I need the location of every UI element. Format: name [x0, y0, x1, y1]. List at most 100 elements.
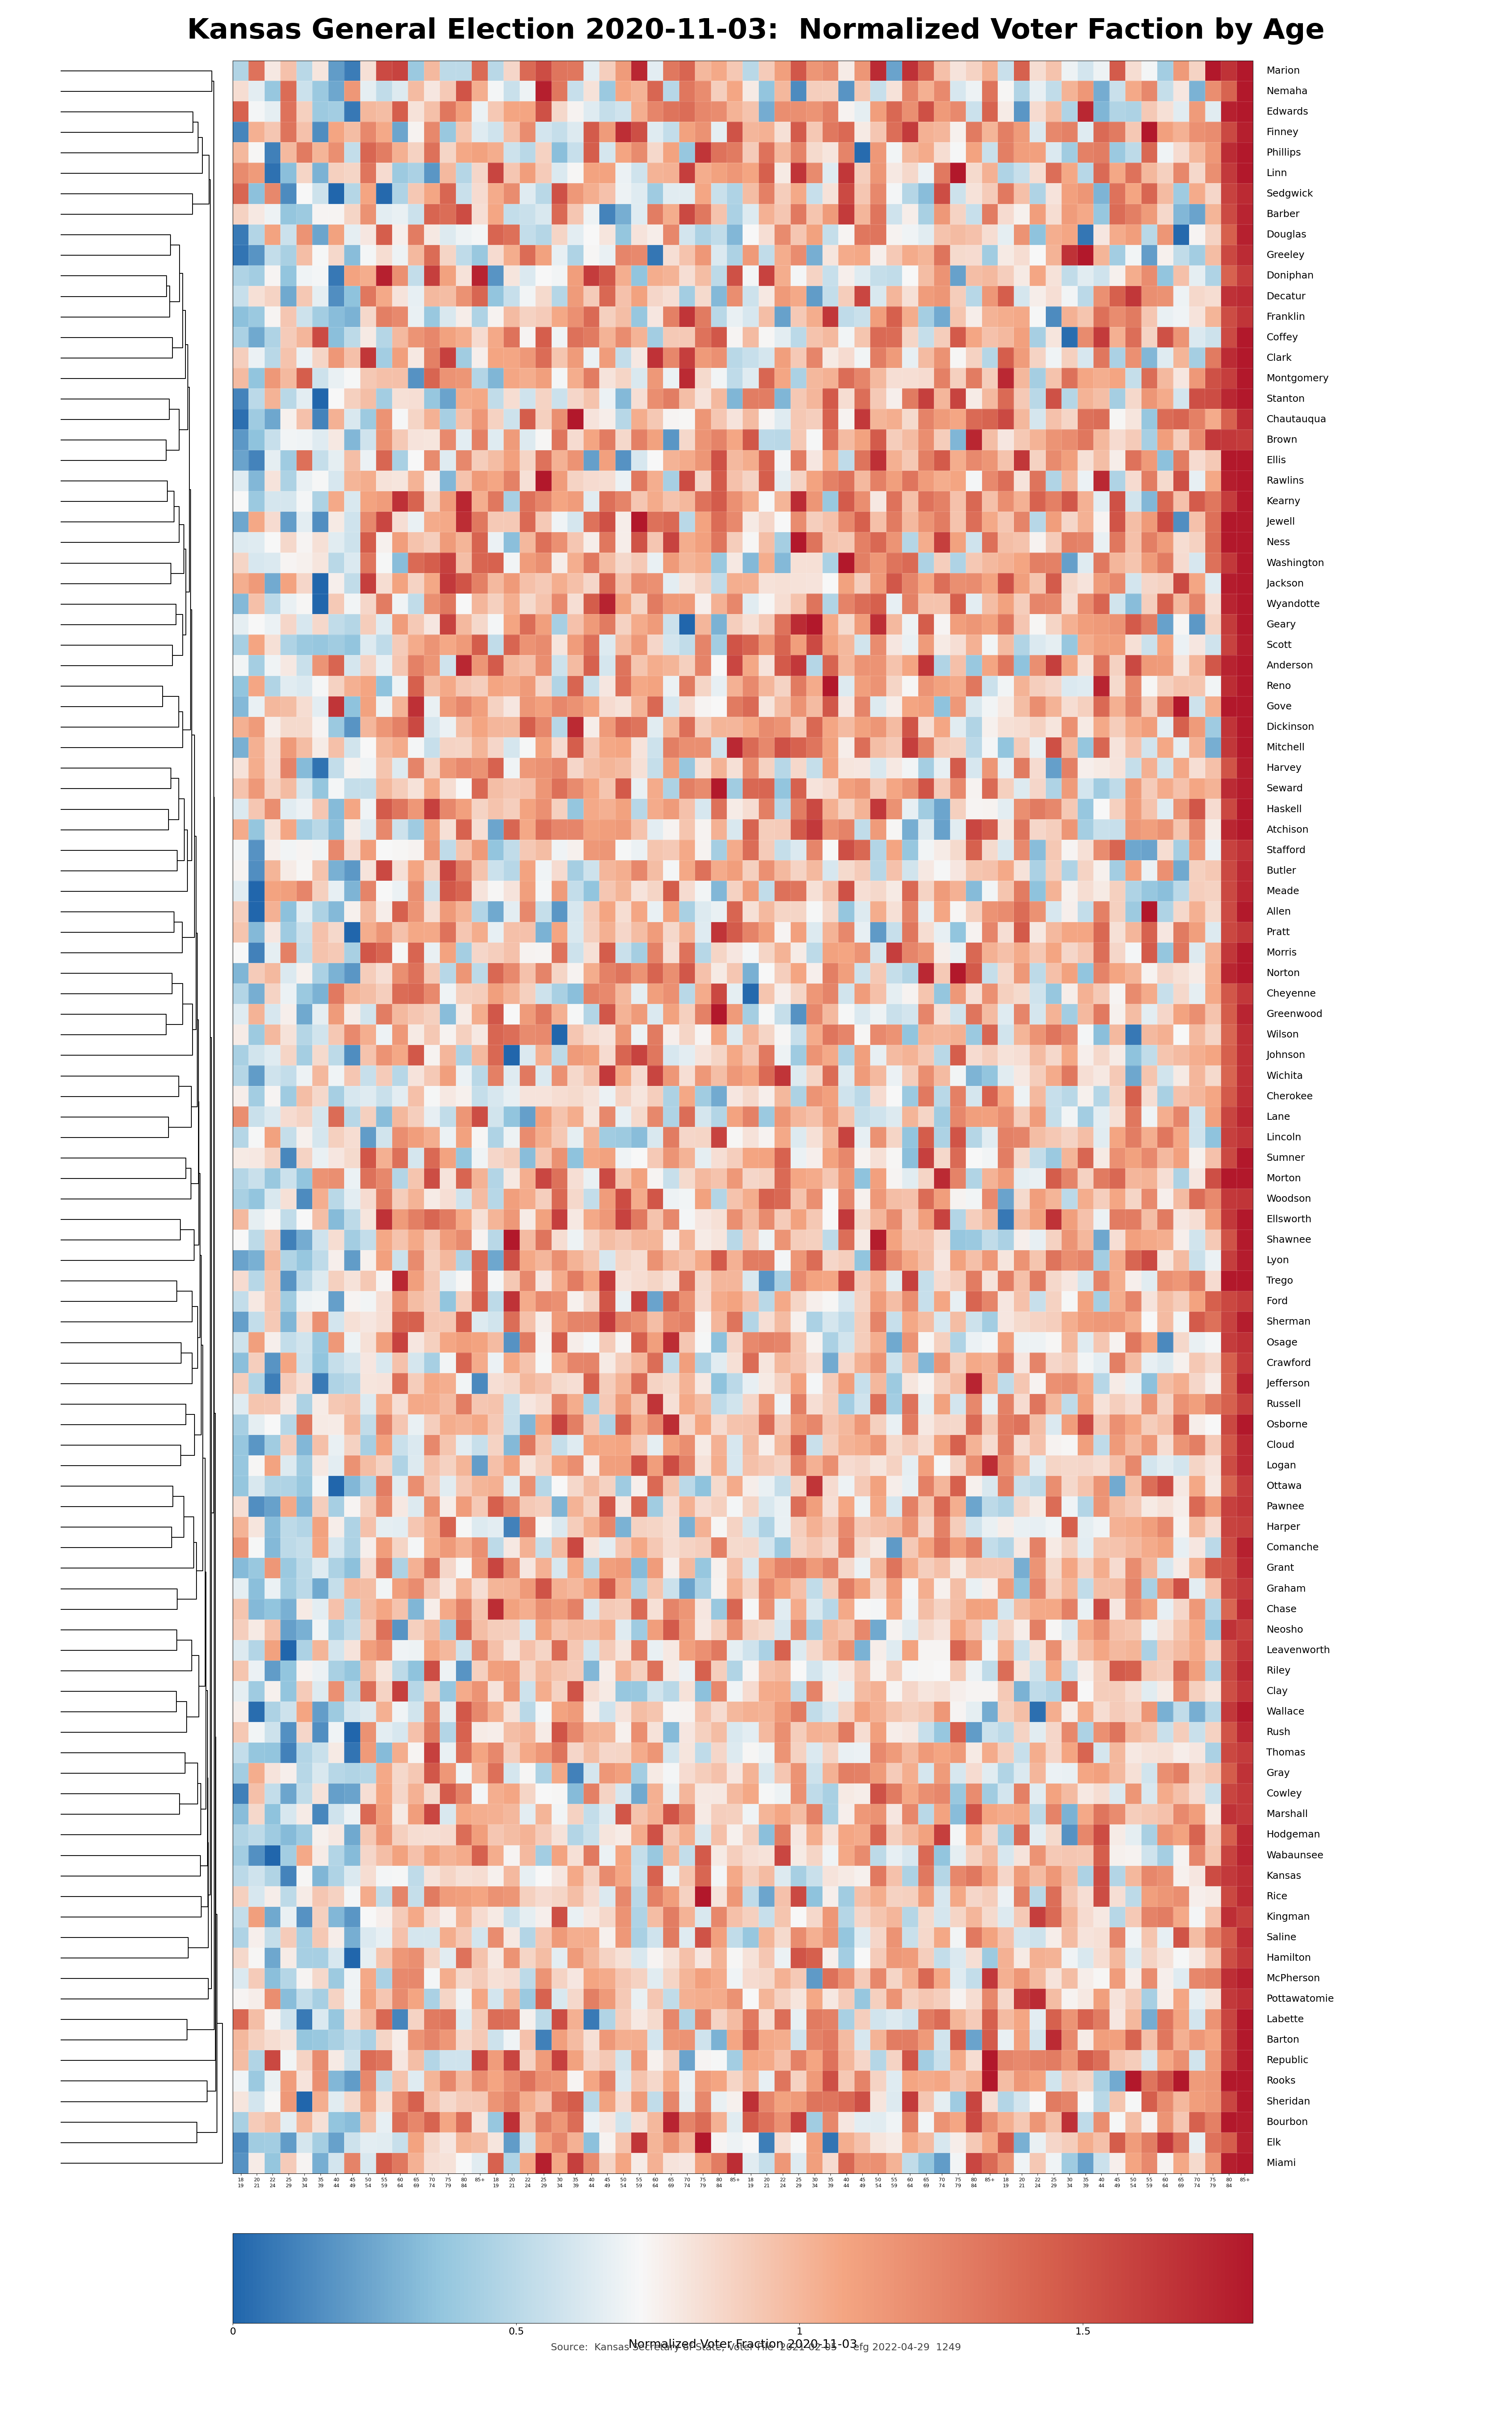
Text: Sumner: Sumner [1267, 1154, 1305, 1162]
Text: Haskell: Haskell [1267, 803, 1302, 813]
Text: Ellis: Ellis [1267, 455, 1287, 465]
Text: Marshall: Marshall [1267, 1810, 1308, 1820]
Text: Neosho: Neosho [1267, 1624, 1303, 1633]
Text: Wallace: Wallace [1267, 1706, 1305, 1716]
Text: Jackson: Jackson [1267, 578, 1303, 588]
Text: Sherman: Sherman [1267, 1316, 1311, 1326]
Text: Trego: Trego [1267, 1275, 1293, 1285]
Text: Ellsworth: Ellsworth [1267, 1215, 1311, 1225]
Text: Marion: Marion [1267, 65, 1300, 75]
Text: Mitchell: Mitchell [1267, 743, 1305, 753]
Text: Cloud: Cloud [1267, 1440, 1294, 1450]
Text: Johnson: Johnson [1267, 1050, 1305, 1060]
X-axis label: Normalized Voter Fraction 2020-11-03: Normalized Voter Fraction 2020-11-03 [629, 2338, 857, 2350]
Text: Butler: Butler [1267, 866, 1296, 876]
Text: Franklin: Franklin [1267, 312, 1305, 322]
Text: Chautauqua: Chautauqua [1267, 414, 1326, 423]
Text: Anderson: Anderson [1267, 661, 1314, 670]
Text: Leavenworth: Leavenworth [1267, 1646, 1331, 1655]
Text: Grant: Grant [1267, 1563, 1294, 1573]
Text: Seward: Seward [1267, 784, 1303, 794]
Text: Elk: Elk [1267, 2137, 1281, 2147]
Text: Ness: Ness [1267, 537, 1290, 547]
Text: Stanton: Stanton [1267, 394, 1305, 404]
Text: Norton: Norton [1267, 968, 1300, 978]
Text: Ford: Ford [1267, 1297, 1288, 1307]
Text: Sedgwick: Sedgwick [1267, 189, 1314, 198]
Text: Shawnee: Shawnee [1267, 1234, 1311, 1244]
Text: Crawford: Crawford [1267, 1358, 1311, 1367]
Text: Allen: Allen [1267, 908, 1291, 917]
Text: Doniphan: Doniphan [1267, 271, 1314, 281]
Text: Lincoln: Lincoln [1267, 1133, 1302, 1142]
Text: McPherson: McPherson [1267, 1975, 1320, 1984]
Text: Dickinson: Dickinson [1267, 724, 1314, 731]
Text: Osage: Osage [1267, 1338, 1297, 1348]
Text: Pratt: Pratt [1267, 927, 1290, 937]
Text: Greeley: Greeley [1267, 252, 1305, 259]
Text: Montgomery: Montgomery [1267, 373, 1329, 382]
Text: Rawlins: Rawlins [1267, 477, 1303, 486]
Text: Logan: Logan [1267, 1462, 1296, 1471]
Text: Harvey: Harvey [1267, 762, 1302, 772]
Text: Miami: Miami [1267, 2159, 1296, 2168]
Text: Hamilton: Hamilton [1267, 1953, 1311, 1963]
Text: Lyon: Lyon [1267, 1256, 1290, 1266]
Text: Meade: Meade [1267, 886, 1299, 895]
Text: Linn: Linn [1267, 169, 1287, 179]
Text: Source:  Kansas Secretary of State, Voter File  2021-02-05  -  efg 2022-04-29  1: Source: Kansas Secretary of State, Voter… [550, 2343, 962, 2352]
Text: Morton: Morton [1267, 1174, 1302, 1183]
Text: Cheyenne: Cheyenne [1267, 990, 1315, 999]
Text: Harper: Harper [1267, 1522, 1300, 1532]
Text: Riley: Riley [1267, 1665, 1291, 1675]
Text: Reno: Reno [1267, 682, 1291, 690]
Text: Kingman: Kingman [1267, 1912, 1309, 1921]
Text: Stafford: Stafford [1267, 845, 1306, 854]
Text: Wichita: Wichita [1267, 1072, 1303, 1082]
Text: Republic: Republic [1267, 2057, 1308, 2064]
Text: Wabaunsee: Wabaunsee [1267, 1851, 1323, 1861]
Text: Graham: Graham [1267, 1585, 1306, 1592]
Text: Atchison: Atchison [1267, 825, 1309, 835]
Text: Geary: Geary [1267, 620, 1296, 629]
Text: Osborne: Osborne [1267, 1421, 1308, 1430]
Text: Edwards: Edwards [1267, 106, 1308, 116]
Text: Pottawatomie: Pottawatomie [1267, 1994, 1334, 2004]
Text: Bourbon: Bourbon [1267, 2118, 1308, 2127]
Text: Douglas: Douglas [1267, 230, 1306, 240]
Text: Wyandotte: Wyandotte [1267, 600, 1320, 610]
Text: Clark: Clark [1267, 353, 1291, 363]
Text: Hodgeman: Hodgeman [1267, 1830, 1320, 1839]
Text: Lane: Lane [1267, 1113, 1290, 1120]
Text: Barton: Barton [1267, 2035, 1299, 2045]
Text: Rush: Rush [1267, 1728, 1291, 1738]
Text: Comanche: Comanche [1267, 1544, 1318, 1551]
Text: Kansas: Kansas [1267, 1871, 1302, 1880]
Text: Nemaha: Nemaha [1267, 87, 1308, 97]
Text: Brown: Brown [1267, 436, 1297, 445]
Text: Scott: Scott [1267, 641, 1291, 651]
Text: Cherokee: Cherokee [1267, 1091, 1312, 1101]
Text: Rice: Rice [1267, 1892, 1288, 1902]
Text: Clay: Clay [1267, 1687, 1288, 1696]
Text: Phillips: Phillips [1267, 148, 1302, 157]
Text: Kearny: Kearny [1267, 496, 1300, 506]
Text: Woodson: Woodson [1267, 1193, 1311, 1203]
Text: Washington: Washington [1267, 559, 1325, 569]
Text: Labette: Labette [1267, 2016, 1303, 2023]
Text: Gray: Gray [1267, 1769, 1290, 1779]
Text: Greenwood: Greenwood [1267, 1009, 1323, 1019]
Text: Chase: Chase [1267, 1604, 1297, 1614]
Text: Barber: Barber [1267, 211, 1300, 220]
Text: Pawnee: Pawnee [1267, 1503, 1305, 1512]
Text: Wilson: Wilson [1267, 1031, 1299, 1041]
Text: Ottawa: Ottawa [1267, 1481, 1302, 1491]
Text: Finney: Finney [1267, 128, 1299, 138]
Text: Thomas: Thomas [1267, 1747, 1305, 1757]
Text: Coffey: Coffey [1267, 332, 1299, 341]
Text: Sheridan: Sheridan [1267, 2096, 1311, 2105]
Text: Rooks: Rooks [1267, 2076, 1296, 2086]
Text: Gove: Gove [1267, 702, 1291, 711]
Text: Morris: Morris [1267, 949, 1297, 958]
Text: Saline: Saline [1267, 1934, 1296, 1943]
